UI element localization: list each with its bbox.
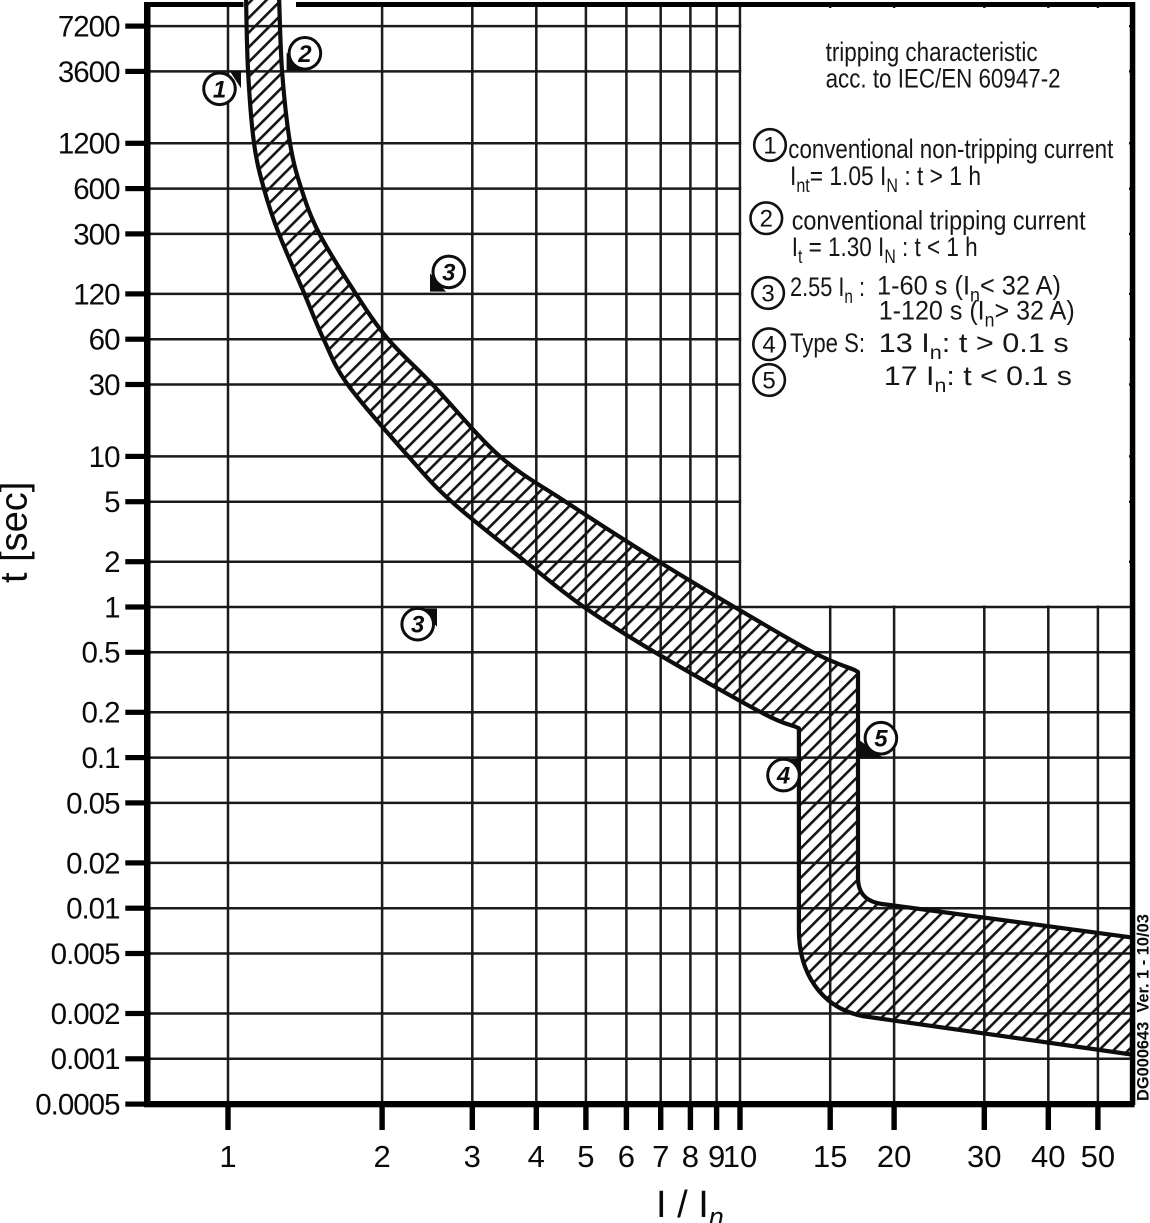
svg-text:7200: 7200 <box>58 11 120 44</box>
svg-text:1: 1 <box>104 591 119 624</box>
svg-text:4: 4 <box>528 1139 545 1174</box>
svg-text:Type S:: Type S: <box>790 328 865 358</box>
svg-text:40: 40 <box>1031 1139 1065 1174</box>
svg-text:30: 30 <box>89 369 120 402</box>
svg-text:0.005: 0.005 <box>51 938 120 971</box>
svg-text:conventional non-tripping curr: conventional non-tripping current <box>788 134 1113 164</box>
svg-text:10: 10 <box>89 441 120 474</box>
svg-text:15: 15 <box>813 1139 847 1174</box>
svg-text:30: 30 <box>967 1139 1001 1174</box>
svg-text:13 In: t > 0.1 s: 13 In: t > 0.1 s <box>879 328 1069 364</box>
svg-text:2: 2 <box>760 206 773 233</box>
svg-text:5: 5 <box>762 368 775 395</box>
svg-text:acc. to IEC/EN 60947-2: acc. to IEC/EN 60947-2 <box>826 64 1061 94</box>
svg-text:0.01: 0.01 <box>66 893 119 926</box>
svg-text:DG000643 Ver. 1 - 10/03: DG000643 Ver. 1 - 10/03 <box>1135 914 1150 1101</box>
svg-text:0.001: 0.001 <box>51 1043 120 1076</box>
svg-text:60: 60 <box>89 324 120 357</box>
svg-text:1: 1 <box>213 76 226 103</box>
svg-text:20: 20 <box>877 1139 911 1174</box>
svg-text:0.5: 0.5 <box>81 637 120 670</box>
svg-text:17 In: t < 0.1 s: 17 In: t < 0.1 s <box>884 361 1072 397</box>
svg-text:300: 300 <box>73 218 120 251</box>
svg-text:2: 2 <box>373 1139 390 1174</box>
svg-text:10: 10 <box>723 1139 757 1174</box>
svg-text:1200: 1200 <box>58 128 120 161</box>
svg-text:50: 50 <box>1081 1139 1115 1174</box>
svg-text:5: 5 <box>104 486 120 519</box>
svg-text:8: 8 <box>682 1139 699 1174</box>
svg-text:t [sec]: t [sec] <box>0 482 36 583</box>
svg-text:120: 120 <box>73 278 120 311</box>
svg-text:2: 2 <box>297 41 312 68</box>
svg-text:1: 1 <box>763 133 776 160</box>
svg-text:I / In: I / In <box>656 1184 724 1223</box>
svg-text:4: 4 <box>762 332 775 359</box>
svg-text:3600: 3600 <box>58 56 120 89</box>
svg-text:0.02: 0.02 <box>66 847 119 880</box>
svg-text:3: 3 <box>411 612 425 639</box>
svg-text:3: 3 <box>761 281 774 308</box>
svg-text:9: 9 <box>708 1139 725 1174</box>
svg-text:2: 2 <box>104 546 119 579</box>
svg-text:7: 7 <box>652 1139 669 1174</box>
svg-text:4: 4 <box>776 763 790 790</box>
svg-text:3: 3 <box>442 259 456 286</box>
svg-text:1: 1 <box>219 1139 236 1174</box>
svg-text:conventional tripping current: conventional tripping current <box>792 205 1086 235</box>
svg-text:0.05: 0.05 <box>66 787 120 820</box>
svg-text:tripping characteristic: tripping characteristic <box>826 37 1038 67</box>
svg-text:0.2: 0.2 <box>81 697 119 730</box>
svg-text:0.0005: 0.0005 <box>35 1089 120 1122</box>
svg-text:6: 6 <box>618 1139 635 1174</box>
svg-text:0.002: 0.002 <box>51 998 120 1031</box>
svg-text:5: 5 <box>874 726 888 753</box>
svg-text:5: 5 <box>577 1139 594 1174</box>
svg-text:600: 600 <box>73 173 120 206</box>
svg-text:3: 3 <box>464 1139 481 1174</box>
svg-text:0.1: 0.1 <box>81 742 119 775</box>
